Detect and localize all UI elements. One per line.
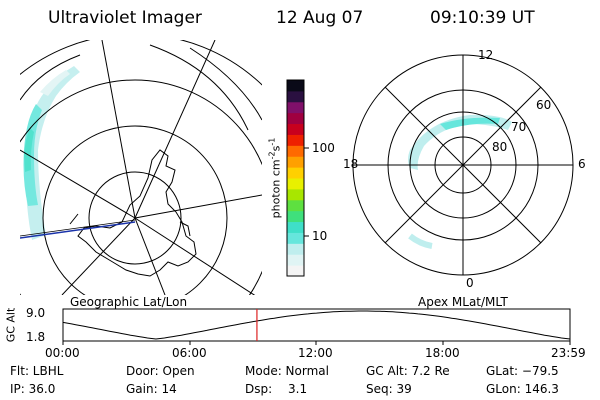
terminator-line	[20, 221, 136, 239]
colorbar-cell	[287, 199, 304, 212]
altitude-xtick-2359: 23:59	[551, 346, 586, 360]
mlt-label-12: 12	[478, 48, 494, 62]
colorbar-cell	[287, 254, 304, 266]
info-door: Door: Open	[126, 364, 195, 378]
altitude-xtick-0600: 06:00	[172, 346, 207, 360]
altitude-ytick-1.8: 1.8	[26, 330, 46, 344]
colorbar-cell	[287, 232, 304, 244]
info-mode: Mode: Normal	[245, 364, 329, 378]
colorbar-unit-label: photon cm-2s-1	[267, 137, 283, 219]
info-seq: Seq: 39	[366, 382, 412, 396]
mlt-label-0: 0	[466, 276, 474, 290]
mlt-label-18: 18	[343, 157, 359, 171]
colorbar-cell	[287, 123, 304, 135]
info-gain: Gain: 14	[126, 382, 177, 396]
colorbar-cell	[287, 90, 304, 103]
altitude-ylabel: GC Alt	[4, 307, 18, 343]
altitude-plot	[62, 308, 571, 345]
mlat-label-70: 70	[511, 120, 527, 134]
info-ip: IP: 36.0	[10, 382, 56, 396]
altitude-ytick-9: 9.0	[26, 306, 46, 320]
mlat-label-80: 80	[492, 140, 508, 154]
colorbar-cell	[287, 210, 304, 223]
left-meridians	[20, 40, 262, 295]
left-aurora-emission	[23, 66, 81, 240]
left-map-caption: Geographic Lat/Lon	[70, 295, 188, 309]
info-flt: Flt: LBHL	[10, 364, 64, 378]
info-glon: GLon: 146.3	[486, 382, 559, 396]
colorbar-cell	[287, 178, 304, 190]
altitude-curve	[62, 310, 571, 340]
colorbar-cell	[287, 134, 304, 146]
colorbar	[286, 79, 309, 277]
time-label: 09:10:39 UT	[430, 8, 535, 28]
coastline	[77, 149, 197, 277]
colorbar-cell	[287, 80, 304, 92]
colorbar-cell	[287, 221, 304, 233]
colorbar-cell	[287, 145, 304, 157]
colorbar-cell	[287, 101, 304, 114]
colorbar-cell	[287, 188, 304, 201]
colorbar-cell	[287, 265, 304, 277]
mlat-label-60: 60	[536, 98, 552, 112]
info-gc-alt: GC Alt: 7.2 Re	[366, 364, 450, 378]
colorbar-tick-10: 10	[312, 229, 328, 243]
colorbar-cell	[287, 243, 304, 255]
geographic-map	[20, 40, 262, 295]
colorbar-cell	[287, 112, 304, 125]
altitude-xtick-1200: 12:00	[298, 346, 333, 360]
mlt-label-6: 6	[578, 157, 586, 171]
colorbar-cell	[287, 156, 304, 168]
date-label: 12 Aug 07	[276, 8, 364, 28]
right-aurora-emission	[408, 114, 512, 249]
altitude-xtick-0000: 00:00	[45, 346, 80, 360]
info-glat: GLat: −79.5	[486, 364, 559, 378]
left-lat-circles	[20, 40, 262, 295]
info-dsp-label: Dsp:	[245, 382, 273, 396]
instrument-title: Ultraviolet Imager	[48, 8, 202, 28]
colorbar-cell	[287, 167, 304, 179]
apex-map	[352, 54, 574, 276]
info-dsp-value: 3.1	[288, 382, 308, 396]
colorbar-tick-100: 100	[312, 141, 335, 155]
left-outer-arcs	[20, 44, 262, 131]
right-map-caption: Apex MLat/MLT	[418, 295, 508, 309]
altitude-xtick-1800: 18:00	[425, 346, 460, 360]
